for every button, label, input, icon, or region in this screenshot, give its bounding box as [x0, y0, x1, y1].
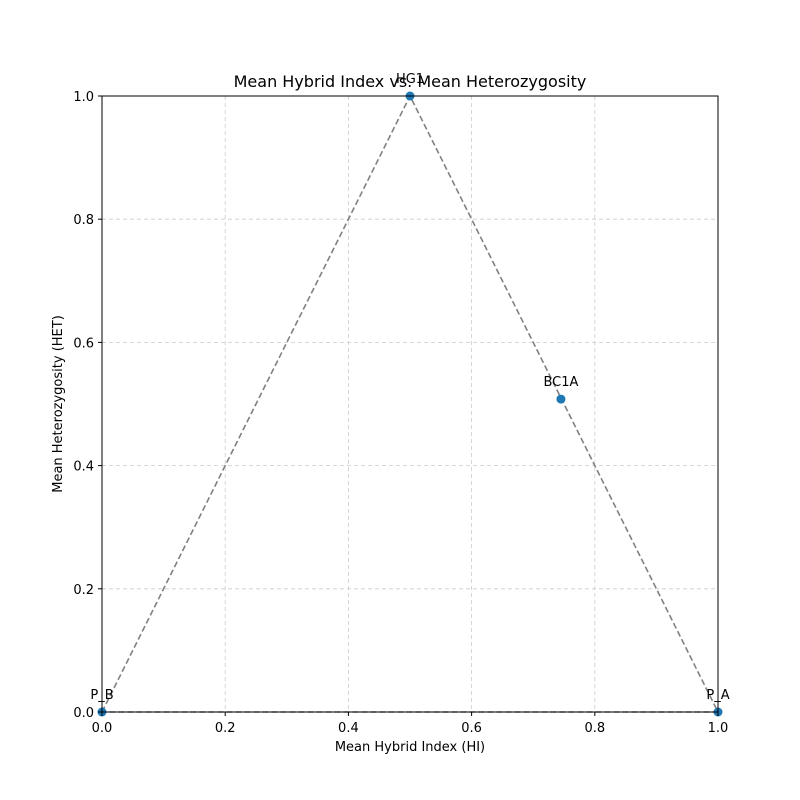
- x-tick-label: 0.8: [584, 721, 605, 736]
- data-point: [556, 394, 566, 404]
- y-tick-label: 0.6: [73, 336, 94, 351]
- point-label: BC1A: [543, 375, 578, 390]
- y-tick-label: 0.0: [73, 706, 94, 721]
- axis-ticks: 0.0 0.2 0.4 0.6 0.8 1.0 0.0 0.2 0.4 0.6 0.8 1.0: [73, 90, 728, 736]
- point-label: HG1: [396, 72, 424, 87]
- y-tick-label: 1.0: [73, 90, 94, 105]
- plot-frame: [101, 95, 719, 713]
- x-tick-label: 0.2: [215, 721, 236, 736]
- x-tick-label: 0.4: [338, 721, 359, 736]
- y-tick-label: 0.8: [73, 213, 94, 228]
- x-tick-label: 0.6: [461, 721, 482, 736]
- x-tick-label: 0.0: [92, 721, 113, 736]
- y-axis-label: Mean Heterozygosity (HET): [51, 315, 66, 493]
- y-tick-label: 0.2: [73, 583, 94, 598]
- chart-title: Mean Hybrid Index vs. Mean Heterozygosit…: [234, 72, 587, 91]
- y-tick-label: 0.4: [73, 460, 94, 475]
- x-tick-label: 1.0: [708, 721, 729, 736]
- x-axis-label: Mean Hybrid Index (HI): [335, 740, 485, 755]
